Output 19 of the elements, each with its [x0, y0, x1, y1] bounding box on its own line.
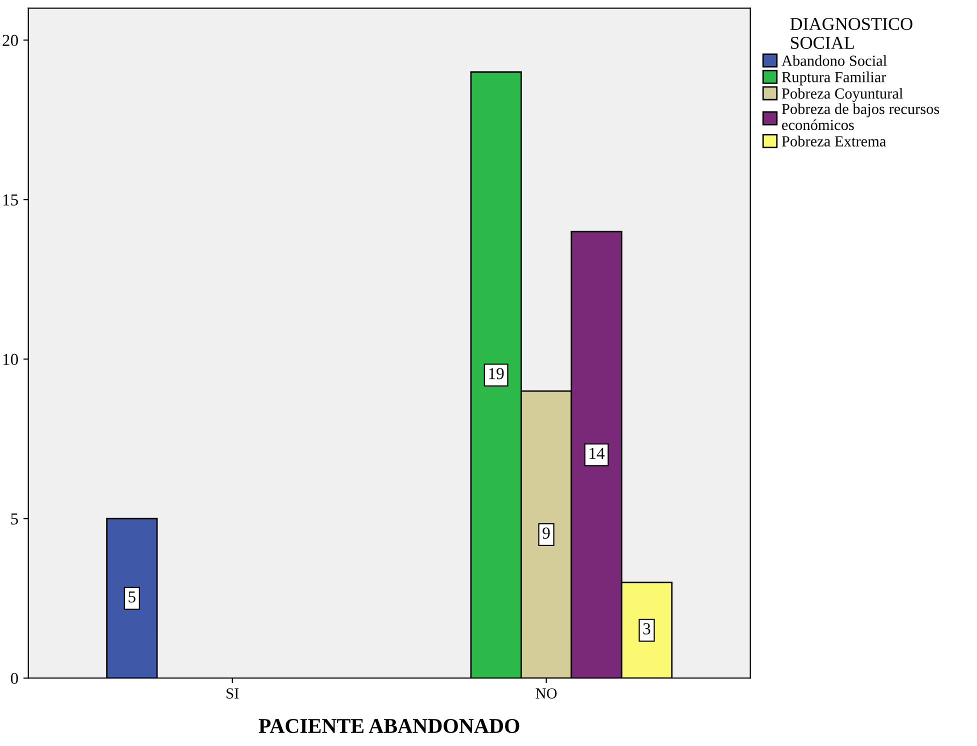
y-tick-label: 5	[11, 513, 18, 525]
y-tick-label: 10	[3, 354, 18, 366]
y-tick-label: 15	[3, 194, 18, 206]
y-tick-label: 0	[10, 672, 18, 684]
legend-label: Abandono Social	[782, 55, 887, 66]
x-axis-title: PACIENTE ABANDONADO	[258, 719, 520, 734]
legend-title: DIAGNOSTICO SOCIAL	[790, 18, 912, 49]
x-tick-label: NO	[536, 688, 557, 699]
legend-label: Pobreza Coyuntural	[782, 88, 903, 102]
data-label: 5	[128, 591, 136, 603]
data-label: 19	[489, 368, 504, 380]
legend-label: Ruptura Familiar	[782, 72, 886, 86]
data-label: 3	[643, 623, 650, 634]
x-tick-label: SI	[226, 688, 239, 699]
legend-label: Pobreza Extrema	[782, 136, 886, 146]
data-label: 14	[590, 448, 605, 459]
data-label: 9	[542, 528, 550, 539]
y-tick-label: 20	[2, 34, 18, 46]
legend-label: Pobreza de bajos recursos económicos	[782, 103, 940, 130]
